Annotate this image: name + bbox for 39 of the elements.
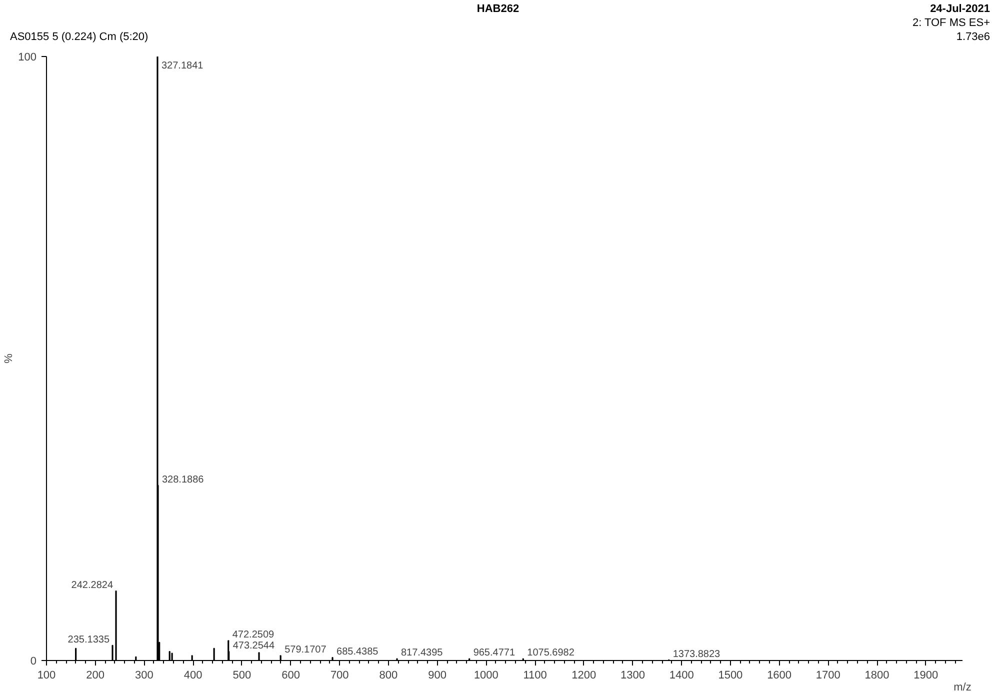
annotation: 1075.6982 — [527, 648, 575, 659]
x-tick-label: 1400 — [669, 670, 694, 682]
chart-title: HAB262 — [476, 3, 520, 15]
text: 1.73e6 — [956, 30, 990, 45]
x-tick-label: 400 — [184, 670, 202, 682]
annotation: 242.2824 — [71, 580, 114, 592]
annotation: 817.4395 — [400, 648, 444, 659]
x-tick-label: 1900 — [914, 670, 938, 682]
annotation: 685.4385 — [336, 646, 379, 658]
x-tick-label: 900 — [428, 670, 447, 682]
x-tick-label: 700 — [330, 670, 349, 682]
annotation: 579.1707 — [284, 644, 327, 656]
x-tick-label: 500 — [232, 670, 252, 682]
x-tick-label: 300 — [135, 670, 154, 682]
x-tick-label: 1200 — [572, 670, 596, 682]
text: 2: TOF MS ES+ — [912, 16, 990, 31]
annotation: 965.4771 — [473, 648, 516, 659]
x-tick-label: 100 — [37, 670, 56, 682]
text: AS0155 5 (0.224) Cm (5:20) — [10, 30, 148, 45]
x-tick-label: 1300 — [620, 670, 645, 682]
y-tick-label: 0 — [30, 656, 37, 668]
x-tick-label: 1000 — [474, 670, 498, 682]
x-tick-label: 1100 — [523, 670, 547, 682]
x-tick-label: 200 — [86, 670, 105, 682]
annotation: 1373.8823 — [672, 648, 721, 660]
x-tick-label: 800 — [379, 670, 398, 682]
x-tick-label: 600 — [282, 670, 300, 682]
x-tick-label: 1800 — [864, 670, 890, 682]
y-axis-title: % — [3, 353, 16, 364]
annotation: 328.1886 — [162, 474, 204, 486]
text: 24-Jul-2021 — [930, 2, 990, 17]
annotation: 472.2509 — [232, 630, 275, 641]
annotation: 327.1841 — [161, 60, 204, 72]
x-tick-label: 1500 — [718, 670, 743, 682]
x-tick-label: 1600 — [767, 670, 792, 682]
annotation: 473.2544 — [232, 640, 275, 652]
x-axis-title: m/z — [954, 682, 972, 694]
annotation: 235.1335 — [68, 634, 110, 646]
x-tick-label: 1700 — [816, 670, 840, 682]
